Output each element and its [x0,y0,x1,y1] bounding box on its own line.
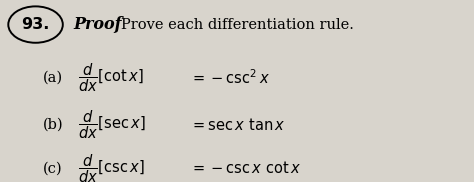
Text: $\dfrac{d}{dx}[\cot x]$: $\dfrac{d}{dx}[\cot x]$ [78,61,144,94]
Text: Proof: Proof [73,16,122,33]
Text: (c): (c) [43,161,62,175]
Text: (a): (a) [43,70,63,84]
Text: Prove each differentiation rule.: Prove each differentiation rule. [121,18,354,31]
Text: $= \sec x\ \tan x$: $= \sec x\ \tan x$ [190,117,285,133]
Text: $= -\csc^2 x$: $= -\csc^2 x$ [190,68,270,87]
Text: $\dfrac{d}{dx}[\csc x]$: $\dfrac{d}{dx}[\csc x]$ [78,152,145,182]
Text: $= -\csc x\ \cot x$: $= -\csc x\ \cot x$ [190,160,301,176]
Text: 93.: 93. [21,17,50,32]
Text: (b): (b) [43,118,64,132]
Text: $\dfrac{d}{dx}[\sec x]$: $\dfrac{d}{dx}[\sec x]$ [78,108,146,141]
